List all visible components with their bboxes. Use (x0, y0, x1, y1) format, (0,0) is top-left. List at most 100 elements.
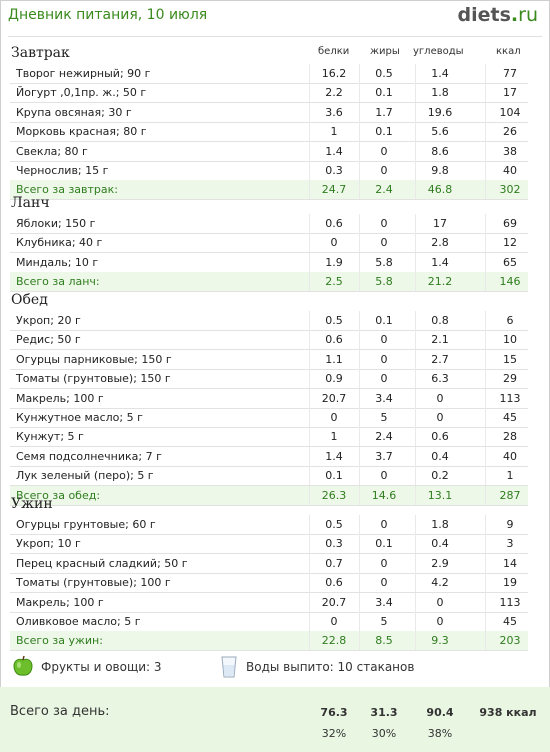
food-name: Макрель; 100 г (16, 392, 104, 405)
cell-divider (359, 214, 360, 233)
day-carbs: 90.4 (426, 706, 454, 719)
protein-value: 0.6 (325, 576, 343, 589)
fat-value: 0 (380, 518, 388, 531)
cell-divider (485, 103, 486, 122)
kcal-value: 28 (503, 430, 517, 443)
food-row[interactable]: Томаты (грунтовые); 100 г 0.6 0 4.2 19 (10, 573, 528, 593)
cell-divider (415, 534, 416, 553)
cell-divider (309, 631, 310, 650)
fat-value: 0.5 (375, 67, 393, 80)
fat-value: 5.8 (375, 256, 393, 269)
kcal-value: 45 (503, 411, 517, 424)
col-kcal-header: ккал (496, 46, 521, 57)
protein-value: 20.7 (321, 596, 347, 609)
food-row[interactable]: Огурцы грунтовые; 60 г 0.5 0 1.8 9 (10, 515, 528, 535)
cell-divider (359, 554, 360, 573)
food-row[interactable]: Перец красный сладкий; 50 г 0.7 0 2.9 14 (10, 554, 528, 574)
cell-divider (415, 447, 416, 466)
kcal-value: 17 (503, 86, 517, 99)
food-row[interactable]: Томаты (грунтовые); 150 г 0.9 0 6.3 29 (10, 369, 528, 389)
food-row[interactable]: Кунжутное масло; 5 г 0 5 0 45 (10, 408, 528, 428)
cell-divider (485, 534, 486, 553)
protein-value: 0 (330, 411, 338, 424)
food-row[interactable]: Морковь красная; 80 г 1 0.1 5.6 26 (10, 122, 528, 142)
kcal-value: 14 (503, 557, 517, 570)
food-row[interactable]: Макрель; 100 г 20.7 3.4 0 113 (10, 389, 528, 409)
food-row[interactable]: Семя подсолнечника; 7 г 1.4 3.7 0.4 40 (10, 447, 528, 467)
cell-divider (485, 330, 486, 349)
cell-divider (415, 573, 416, 592)
carbs-value: 46.8 (427, 183, 453, 196)
food-name: Всего за ужин: (16, 634, 103, 647)
food-name: Йогурт ,0,1пр. ж.; 50 г (16, 86, 147, 99)
fat-value: 8.5 (375, 634, 393, 647)
food-row[interactable]: Яблоки; 150 г 0.6 0 17 69 (10, 214, 528, 234)
food-row[interactable]: Клубника; 40 г 0 0 2.8 12 (10, 233, 528, 253)
carbs-value: 2.1 (431, 333, 449, 346)
food-row[interactable]: Крупа овсяная; 30 г 3.6 1.7 19.6 104 (10, 103, 528, 123)
food-name: Оливковое масло; 5 г (16, 615, 141, 628)
food-row[interactable]: Огурцы парниковые; 150 г 1.1 0 2.7 15 (10, 350, 528, 370)
protein-value: 2.5 (325, 275, 343, 288)
section-title: Ужин (11, 496, 53, 512)
food-row[interactable]: Укроп; 20 г 0.5 0.1 0.8 6 (10, 311, 528, 331)
food-row[interactable]: Творог нежирный; 90 г 16.2 0.5 1.4 77 (10, 64, 528, 84)
food-name: Чернослив; 15 г (16, 164, 109, 177)
food-name: Творог нежирный; 90 г (16, 67, 151, 80)
protein-value: 0.6 (325, 333, 343, 346)
protein-value: 0.3 (325, 537, 343, 550)
site-logo[interactable]: diets.ru (457, 4, 538, 26)
protein-value: 1.9 (325, 256, 343, 269)
header-divider (8, 36, 542, 37)
cell-divider (309, 593, 310, 612)
carbs-value: 5.6 (431, 125, 449, 138)
cell-divider (415, 515, 416, 534)
food-name: Макрель; 100 г (16, 596, 104, 609)
fat-value: 1.7 (375, 106, 393, 119)
fat-value: 0 (380, 164, 388, 177)
carbs-value: 0 (436, 411, 444, 424)
food-row[interactable]: Свекла; 80 г 1.4 0 8.6 38 (10, 142, 528, 162)
cell-divider (309, 408, 310, 427)
cell-divider (309, 486, 310, 505)
food-row[interactable]: Миндаль; 10 г 1.9 5.8 1.4 65 (10, 253, 528, 273)
food-name: Семя подсолнечника; 7 г (16, 450, 162, 463)
cell-divider (359, 631, 360, 650)
food-row[interactable]: Кунжут; 5 г 1 2.4 0.6 28 (10, 427, 528, 447)
food-row[interactable]: Оливковое масло; 5 г 0 5 0 45 (10, 612, 528, 632)
cell-divider (359, 64, 360, 83)
cell-divider (485, 466, 486, 485)
fat-value: 0 (380, 576, 388, 589)
cell-divider (415, 142, 416, 161)
carbs-value: 4.2 (431, 576, 449, 589)
food-row[interactable]: Лук зеленый (перо); 5 г 0.1 0 0.2 1 (10, 466, 528, 486)
section-total-row: Всего за ужин: 22.8 8.5 9.3 203 (10, 631, 528, 651)
fat-value: 3.4 (375, 596, 393, 609)
food-name: Огурцы парниковые; 150 г (16, 353, 172, 366)
cell-divider (309, 427, 310, 446)
food-row[interactable]: Укроп; 10 г 0.3 0.1 0.4 3 (10, 534, 528, 554)
cell-divider (485, 486, 486, 505)
cell-divider (309, 389, 310, 408)
protein-value: 0.5 (325, 314, 343, 327)
cell-divider (485, 408, 486, 427)
kcal-value: 40 (503, 450, 517, 463)
kcal-value: 29 (503, 372, 517, 385)
food-name: Огурцы грунтовые; 60 г (16, 518, 156, 531)
cell-divider (359, 534, 360, 553)
food-row[interactable]: Чернослив; 15 г 0.3 0 9.8 40 (10, 161, 528, 181)
protein-value: 20.7 (321, 392, 347, 405)
section-title: Обед (11, 292, 48, 308)
food-row[interactable]: Макрель; 100 г 20.7 3.4 0 113 (10, 593, 528, 613)
food-name: Кунжут; 5 г (16, 430, 84, 443)
cell-divider (359, 612, 360, 631)
fat-value: 2.4 (375, 183, 393, 196)
food-name: Крупа овсяная; 30 г (16, 106, 132, 119)
fat-value: 0 (380, 236, 388, 249)
cell-divider (309, 350, 310, 369)
kcal-value: 15 (503, 353, 517, 366)
fat-value: 0 (380, 353, 388, 366)
food-name: Всего за завтрак: (16, 183, 119, 196)
food-row[interactable]: Редис; 50 г 0.6 0 2.1 10 (10, 330, 528, 350)
food-row[interactable]: Йогурт ,0,1пр. ж.; 50 г 2.2 0.1 1.8 17 (10, 83, 528, 103)
